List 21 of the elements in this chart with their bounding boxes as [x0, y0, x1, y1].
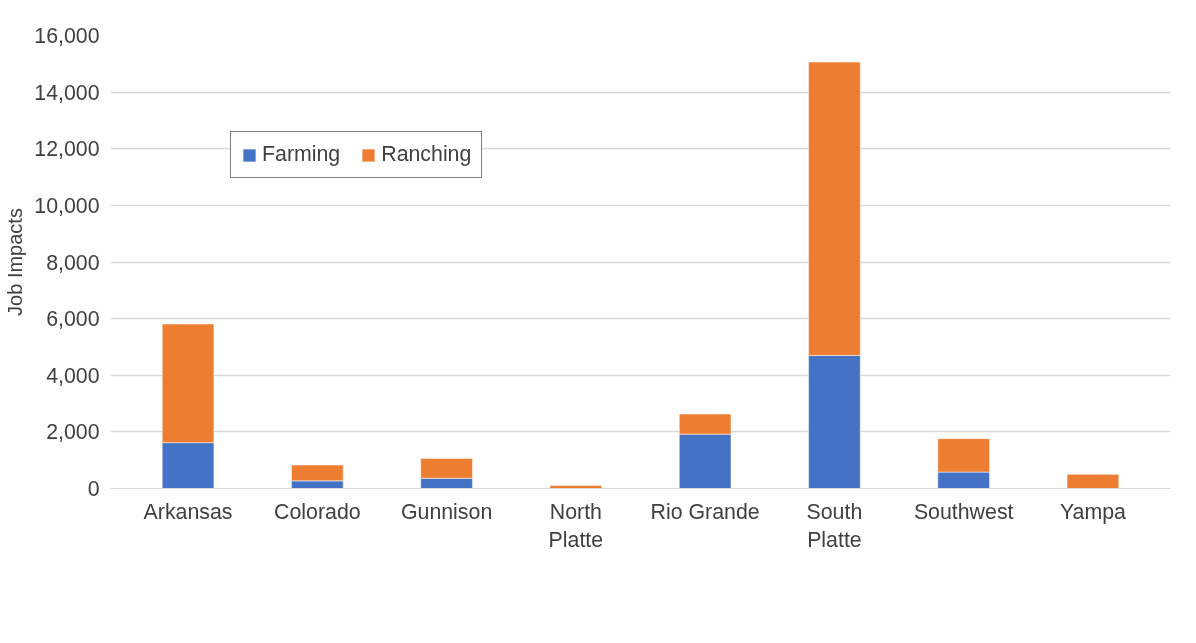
- y-tick-label: 16,000: [34, 24, 100, 48]
- bar: [1066, 474, 1120, 489]
- x-tick-label: North Platte: [548, 499, 604, 553]
- x-tick-label: South Platte: [806, 499, 863, 553]
- x-tick-label: Rio Grande: [650, 499, 760, 524]
- y-tick-label: 12,000: [34, 137, 100, 162]
- x-tick-label: Gunnison: [400, 499, 493, 524]
- y-tick-label: 10,000: [34, 193, 100, 218]
- y-tick-label: 0: [87, 477, 100, 501]
- legend-label: Farming: [262, 142, 341, 167]
- x-tick-label: Southwest: [913, 499, 1014, 524]
- legend-label: Ranching: [381, 142, 472, 167]
- x-tick-label: Colorado: [274, 499, 361, 524]
- y-tick-label: 2,000: [46, 420, 100, 445]
- y-tick-label: 6,000: [46, 307, 100, 332]
- y-axis-title: Job Impacts: [4, 208, 27, 316]
- x-tick-label: Yampa: [1059, 499, 1127, 524]
- y-tick-label: 4,000: [46, 363, 100, 388]
- y-tick-label: 8,000: [46, 250, 100, 275]
- y-tick-label: 14,000: [34, 80, 100, 105]
- x-tick-label: Arkansas: [143, 499, 233, 524]
